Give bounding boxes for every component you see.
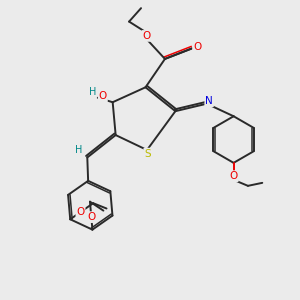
Text: O: O (230, 171, 238, 181)
Text: S: S (144, 148, 151, 159)
Text: O: O (193, 42, 201, 52)
Text: H: H (75, 145, 82, 155)
Text: O: O (142, 31, 151, 41)
Text: O: O (99, 91, 107, 101)
Text: O: O (87, 212, 95, 222)
Text: O: O (76, 207, 85, 217)
Text: H: H (89, 87, 96, 97)
Text: N: N (205, 96, 213, 106)
